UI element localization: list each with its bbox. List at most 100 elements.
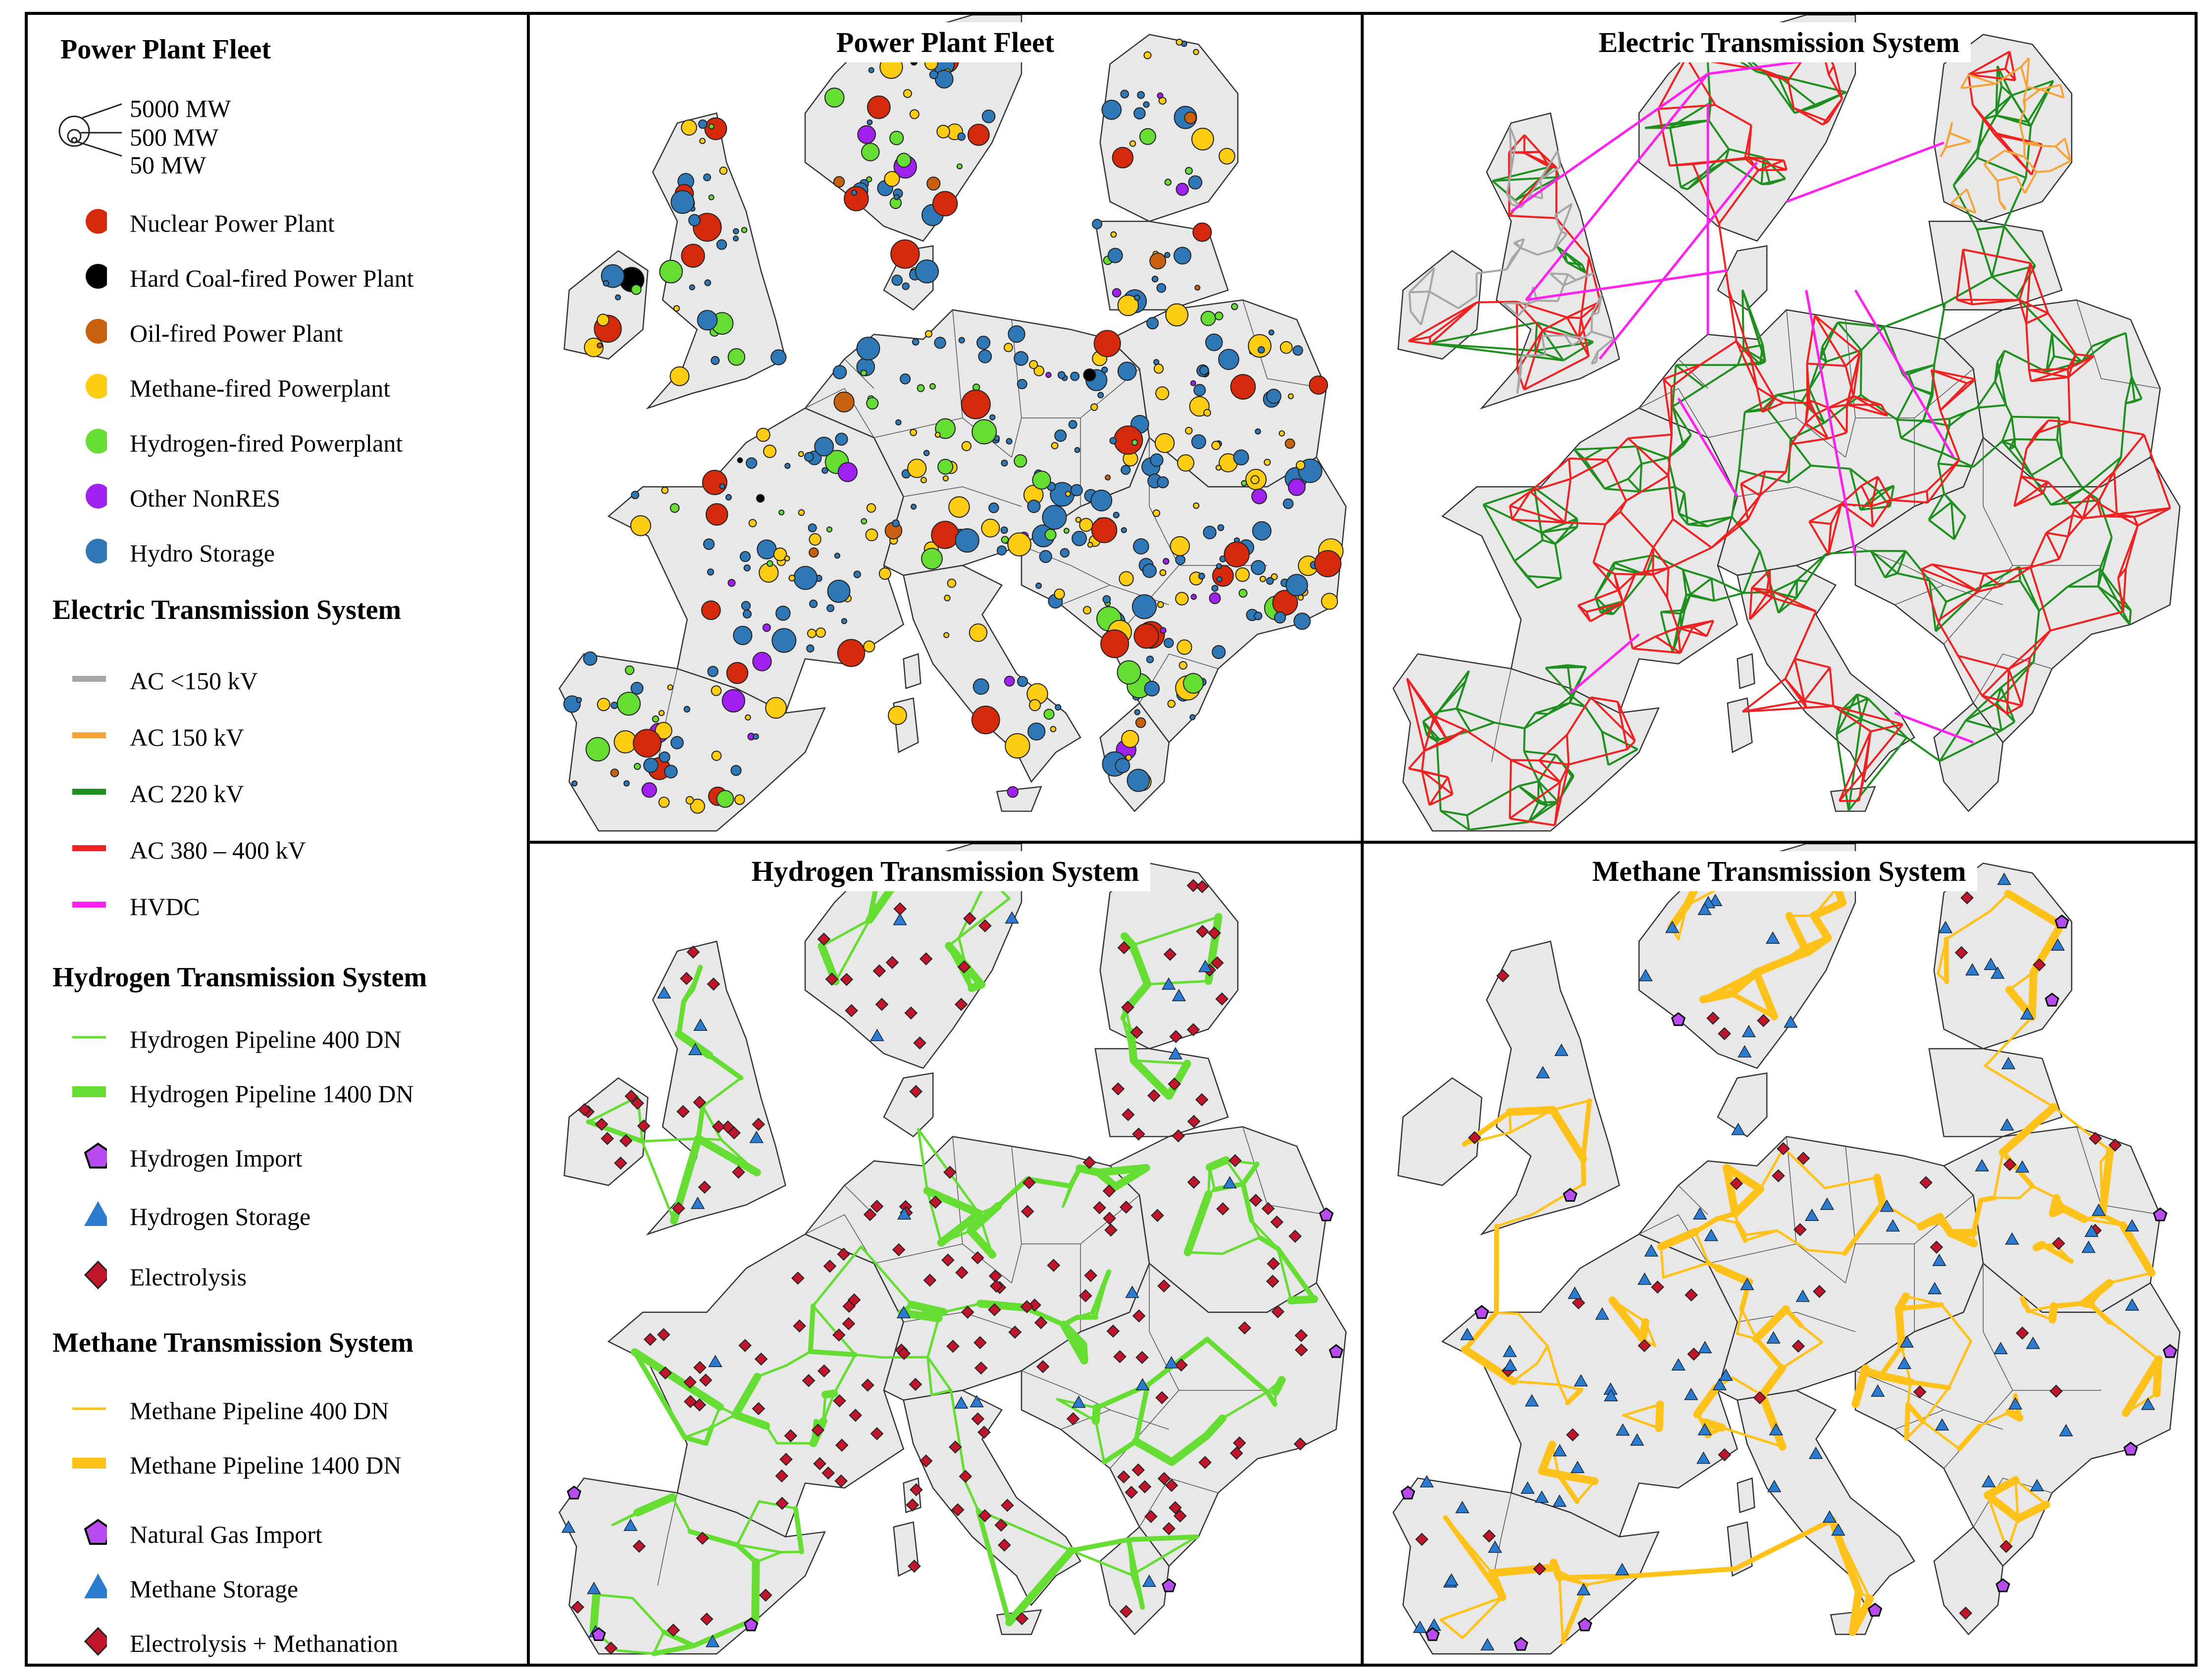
ac-220-line <box>1808 388 1825 423</box>
ac-380-line <box>1635 571 1644 575</box>
methane-fired-powerplant-marker <box>1119 571 1134 586</box>
ac-220-line <box>1946 585 1983 603</box>
ac-380-line <box>1748 156 1784 162</box>
hydrogen-fired-powerplant-marker <box>896 153 912 168</box>
electrolysis-marker <box>1147 1089 1161 1102</box>
hydro-storage-marker <box>1115 758 1130 773</box>
ac-220-line <box>1678 492 1686 514</box>
electrolysis-marker <box>961 1305 974 1319</box>
ac-380-line <box>1625 474 1669 502</box>
pipeline-segment <box>651 1643 696 1656</box>
hydro-storage-marker <box>1097 392 1104 399</box>
ac-220-line <box>1904 550 1931 581</box>
ac-380-line <box>1828 65 1835 75</box>
ac-220-line <box>1906 736 1941 762</box>
pipeline-segment <box>1101 1439 1138 1465</box>
ac-380-line <box>2026 312 2049 324</box>
electrolysis-marker <box>1132 1127 1145 1141</box>
ac-220-line <box>1884 572 1898 579</box>
hydro-storage-marker <box>1193 384 1206 397</box>
ac-220-line <box>1928 519 1955 540</box>
ac-380-line <box>1806 705 1834 709</box>
other-nonres-marker <box>1004 675 1015 687</box>
ac-380-line <box>1643 567 1669 573</box>
ac-380-line <box>1761 402 1784 413</box>
ac-380-line <box>1553 764 1570 826</box>
ac-380-line <box>1957 655 2009 670</box>
ac-150-line <box>2054 138 2066 148</box>
ac-220-line <box>1724 149 1730 161</box>
methane-fired-powerplant-marker <box>924 330 932 338</box>
storage-marker <box>1766 931 1780 944</box>
ac-380-line <box>1671 363 1702 388</box>
ac-220-line <box>1494 721 1525 729</box>
ac-220-line <box>2000 721 2015 731</box>
ac-380-line <box>1632 635 1656 650</box>
pipeline-segment <box>1782 1146 1827 1189</box>
storage-marker <box>2005 1232 2019 1245</box>
methane-fired-powerplant-marker <box>711 685 722 696</box>
pipeline-segment <box>731 1373 762 1419</box>
hydro-storage-marker <box>1127 768 1150 792</box>
pipeline-segment <box>808 1303 816 1354</box>
ac-380-line <box>1931 369 1976 381</box>
import-marker <box>1400 1485 1416 1500</box>
ac-380-line <box>1408 336 1431 342</box>
hydro-storage-marker <box>615 294 621 301</box>
ac-220-line <box>1952 185 1978 230</box>
import-marker <box>1319 1207 1334 1222</box>
pipeline-segment <box>1129 1056 1173 1100</box>
other-nonres-marker <box>727 579 736 587</box>
ac-220-line <box>2098 585 2132 611</box>
ac-380-line <box>1860 485 1873 507</box>
hydro-storage-marker <box>808 523 817 533</box>
ac-220-line <box>1965 719 2002 732</box>
pipeline-segment <box>589 1590 601 1635</box>
hydrogen-fired-powerplant-marker <box>1214 311 1224 320</box>
storage-marker <box>1198 960 1213 972</box>
legend-title-electric: Electric Transmission System <box>52 595 402 625</box>
ac-380-line <box>2025 323 2030 370</box>
ac-150-below-line <box>1510 142 1517 169</box>
hydro-storage-marker <box>1212 645 1226 660</box>
hydro-storage-marker <box>664 764 678 779</box>
storage-marker <box>1616 1423 1630 1436</box>
hydrogen-import-label: Hydrogen Import <box>130 1144 303 1172</box>
ac-220-line <box>1669 127 1682 188</box>
methane-fired-powerplant-marker <box>1191 128 1214 151</box>
ac-220-line <box>1997 65 2013 96</box>
hydro-storage-marker <box>1274 611 1286 624</box>
methane-fired-powerplant-marker <box>745 714 751 721</box>
ac-380-line <box>2029 368 2068 371</box>
ac-220-line <box>1514 560 1528 577</box>
methane-fired-powerplant-marker <box>1033 365 1045 376</box>
ac-380-line <box>1718 223 1730 290</box>
ac-150-line <box>2039 144 2055 148</box>
methane-fired-powerplant-marker <box>788 574 796 582</box>
nuclear-power-plant-marker <box>1309 375 1328 395</box>
ac-220-line <box>1482 504 1516 562</box>
ac-220-line <box>1554 544 1562 579</box>
ac-220-line <box>1977 404 2006 409</box>
import-marker <box>2054 915 2069 929</box>
ac-220-line <box>1991 276 2017 298</box>
ac-220-line <box>1742 289 1766 362</box>
methane-fired-powerplant-marker <box>798 451 804 457</box>
electrolysis-marker <box>892 1243 906 1257</box>
ac-220-line <box>1837 321 1862 351</box>
ac-380-line <box>1705 620 1714 637</box>
storage-marker <box>1487 1540 1502 1553</box>
pipeline-segment <box>1186 1251 1224 1255</box>
ac-220-line <box>1541 526 1578 534</box>
hvdc-line <box>1525 73 1709 301</box>
storage-marker <box>1671 1358 1686 1371</box>
hydro-storage-marker <box>775 606 791 621</box>
ac-220-line <box>1935 601 1948 632</box>
ac-380-line <box>1509 214 1557 219</box>
ac-220-line <box>1996 114 2031 127</box>
ac-380-line <box>1408 750 1425 769</box>
ac-220-line <box>1680 160 1726 189</box>
electrolysis-marker <box>955 1266 969 1279</box>
hydro-storage-marker <box>929 70 938 79</box>
pipeline-segment <box>923 1187 983 1218</box>
